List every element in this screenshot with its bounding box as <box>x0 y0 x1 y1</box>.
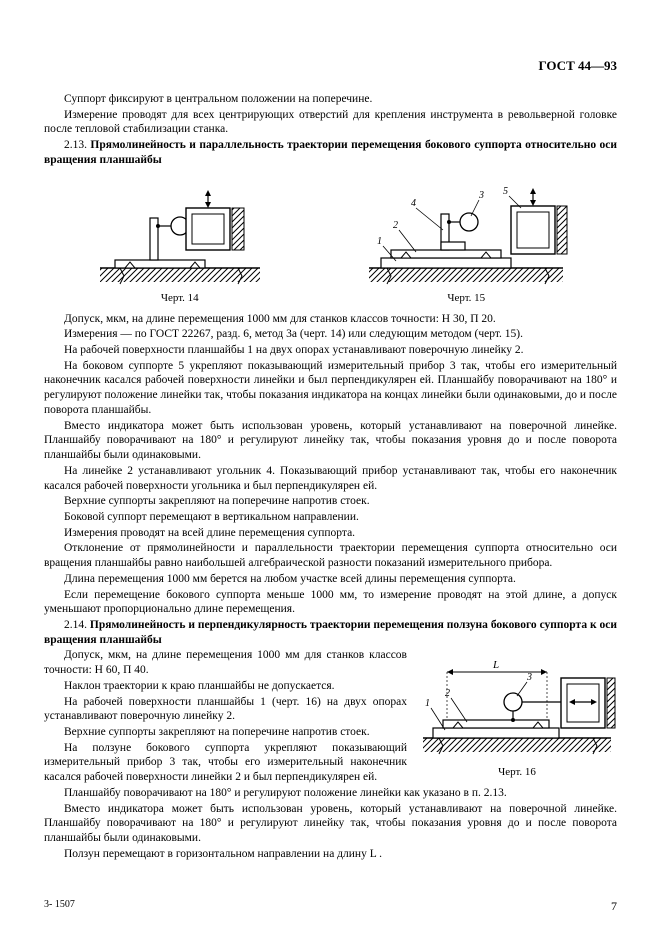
figure-15-caption: Черт. 15 <box>361 292 571 304</box>
gost-header: ГОСТ 44—93 <box>44 58 617 74</box>
footer-left: 3- 1507 <box>44 899 75 914</box>
figure-14-caption: Черт. 14 <box>90 292 270 304</box>
fig16-label-3: 3 <box>526 672 532 683</box>
para-b8: Боковой суппорт перемещают в вертикально… <box>44 510 617 525</box>
figure-row-14-15: Черт. 14 <box>44 178 617 304</box>
fig15-label-3: 3 <box>478 190 484 201</box>
figure-15-svg: 4 2 1 3 5 <box>361 178 571 288</box>
fig15-label-2: 2 <box>393 220 398 231</box>
page-number: 7 <box>611 899 617 914</box>
para-b5: Вместо индикатора может быть использован… <box>44 419 617 463</box>
section-213-num: 2.13. <box>64 139 90 151</box>
para-c6: Планшайбу поворачивают на 180° и регулир… <box>44 786 617 801</box>
figure-14-svg <box>90 178 270 288</box>
para-c8: Ползун перемещают в горизонтальном напра… <box>44 847 617 862</box>
section-214: 2.14. Прямолинейность и перпендикулярнос… <box>44 618 617 647</box>
para-a1: Суппорт фиксируют в центральном положени… <box>44 92 617 107</box>
para-b2: Измерения — по ГОСТ 22267, разд. 6, мето… <box>44 327 617 342</box>
figure-14-wrap: Черт. 14 <box>90 178 270 304</box>
para-b4: На боковом суппорте 5 укрепляют показыва… <box>44 359 617 418</box>
para-b7: Верхние суппорты закрепляют на поперечин… <box>44 494 617 509</box>
fig16-label-L: L <box>492 659 499 671</box>
section-214-title: Прямолинейность и перпендикулярность тра… <box>44 619 617 646</box>
para-b12: Если перемещение бокового суппорта меньш… <box>44 588 617 617</box>
fig15-label-4: 4 <box>411 198 416 209</box>
para-b9: Измерения проводят на всей длине перемещ… <box>44 526 617 541</box>
section-214-num: 2.14. <box>64 619 90 631</box>
fig15-label-5: 5 <box>503 186 508 197</box>
page-footer: 3- 1507 7 <box>44 899 617 914</box>
para-b6: На линейке 2 устанавливают угольник 4. П… <box>44 464 617 493</box>
figure-15-wrap: 4 2 1 3 5 Черт. 15 <box>361 178 571 304</box>
figure-16-wrap: L 1 2 3 Черт. 16 <box>417 652 617 778</box>
para-a2: Измерение проводят для всех центрирующих… <box>44 108 617 137</box>
para-c7: Вместо индикатора может быть использован… <box>44 802 617 846</box>
para-b11: Длина перемещения 1000 мм берется на люб… <box>44 572 617 587</box>
fig16-label-1: 1 <box>425 698 430 709</box>
figure-16-svg: L 1 2 3 <box>417 652 617 762</box>
para-b10: Отклонение от прямолинейности и параллел… <box>44 541 617 570</box>
para-b3: На рабочей поверхности планшайбы 1 на дв… <box>44 343 617 358</box>
para-b1: Допуск, мкм, на длине перемещения 1000 м… <box>44 312 617 327</box>
section-213-title: Прямолинейность и параллельность траекто… <box>44 139 617 166</box>
fig15-label-1: 1 <box>377 236 382 247</box>
section-213: 2.13. Прямолинейность и параллельность т… <box>44 138 617 167</box>
fig16-label-2: 2 <box>445 688 450 699</box>
figure-16-caption: Черт. 16 <box>417 766 617 778</box>
